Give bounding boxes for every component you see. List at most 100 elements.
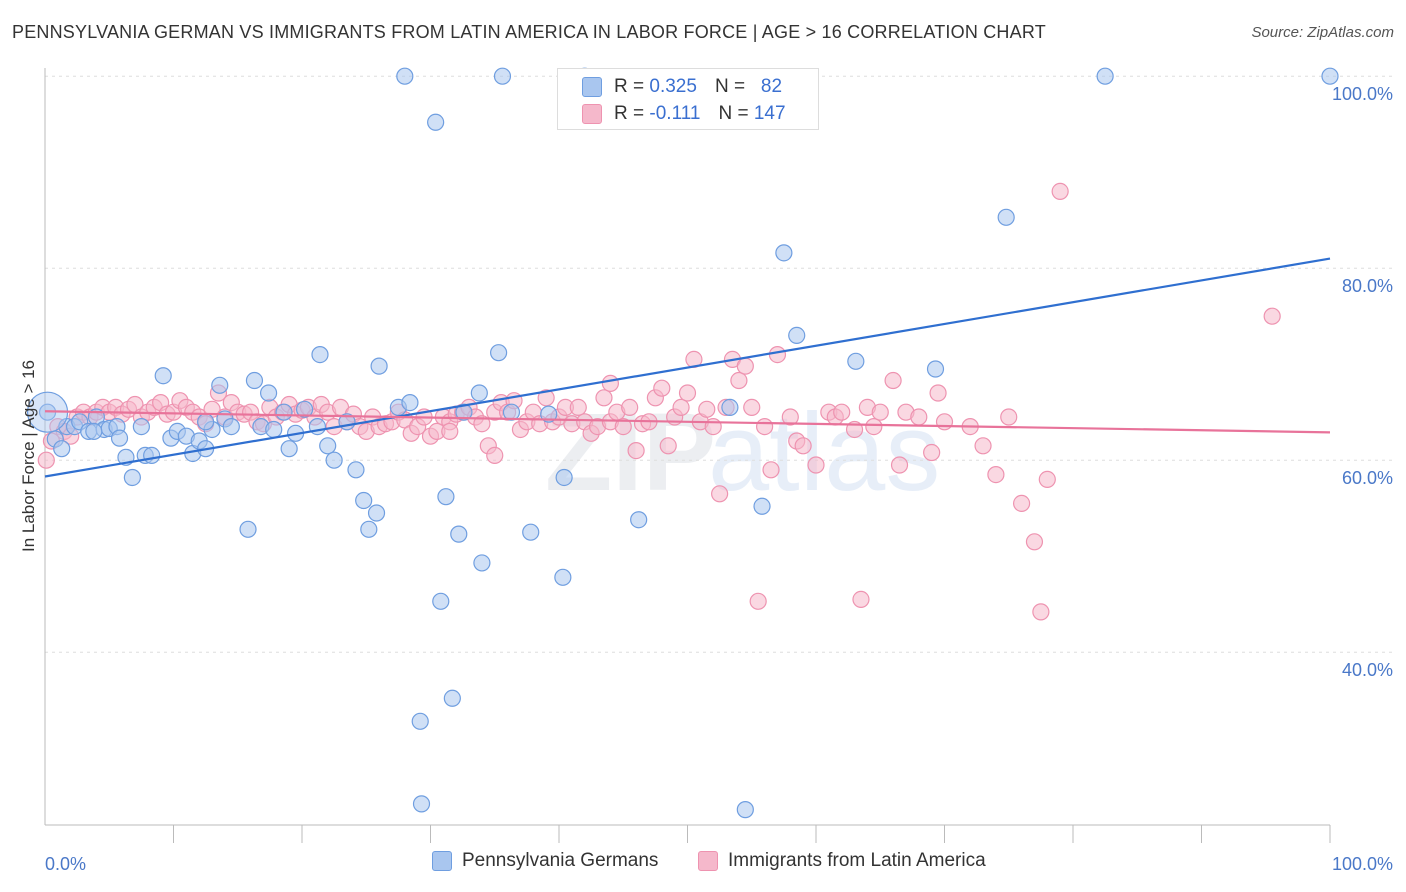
data-point [493, 67, 512, 85]
data-point [450, 525, 468, 543]
stats-row-blue: R = 0.325 N = 82 [582, 74, 782, 100]
data-point [441, 422, 459, 440]
data-point [85, 422, 103, 440]
data-point [245, 371, 264, 390]
data-point [540, 405, 558, 423]
data-point [935, 413, 954, 431]
legend-item-pennsylvania-germans[interactable]: Pennsylvania Germans [432, 850, 658, 872]
x-tick-label: 100.0% [1332, 854, 1393, 874]
data-point [730, 371, 748, 390]
data-point [110, 429, 129, 447]
legend-item-immigrants-latin-america[interactable]: Immigrants from Latin America [698, 850, 986, 872]
data-point [490, 344, 508, 362]
data-point [432, 592, 450, 610]
bottom-legend: Pennsylvania Germans Immigrants from Lat… [0, 850, 1406, 880]
data-point [473, 415, 491, 433]
data-point [1038, 470, 1056, 488]
data-point [997, 208, 1015, 226]
data-point [711, 485, 729, 503]
gridlines [45, 75, 1395, 653]
data-point [884, 371, 902, 390]
stats-n-value: 147 [753, 103, 786, 124]
data-point [659, 437, 677, 455]
data-point [265, 420, 283, 439]
data-point [1032, 603, 1050, 621]
pink-swatch [582, 104, 602, 124]
data-point [522, 523, 540, 541]
data-point [360, 520, 378, 538]
data-point [807, 456, 825, 474]
data-point [847, 352, 865, 370]
data-point [749, 592, 767, 610]
data-point [678, 384, 697, 402]
data-point [736, 801, 754, 819]
data-point [401, 394, 419, 412]
data-point [53, 440, 71, 458]
data-point [753, 497, 771, 515]
data-point [319, 437, 337, 455]
legend-swatch-blue [432, 851, 452, 871]
data-point [502, 403, 521, 421]
trend-line-immigrants-latin-america [44, 410, 1331, 434]
data-point [123, 468, 141, 487]
data-point [211, 376, 229, 394]
data-point [143, 446, 161, 464]
data-point [926, 360, 945, 378]
data-point [601, 374, 620, 392]
data-point [239, 520, 257, 538]
data-point [698, 400, 716, 418]
data-point [427, 113, 445, 131]
data-point [325, 451, 343, 469]
data-point [455, 403, 473, 421]
data-point [788, 326, 806, 344]
legend-label: Pennsylvania Germans [462, 850, 659, 871]
data-point [743, 398, 761, 416]
data-point [890, 456, 909, 474]
data-point [781, 408, 799, 426]
data-point [154, 367, 172, 385]
data-point [614, 418, 632, 436]
data-point [987, 466, 1005, 484]
blue-swatch [582, 77, 602, 97]
y-tick-label: 100.0% [1332, 84, 1393, 104]
y-tick-label: 60.0% [1342, 468, 1393, 488]
stats-r-value: 0.325 [649, 76, 697, 97]
series-pennsylvania-germans [26, 67, 1339, 819]
data-point [1012, 494, 1031, 512]
data-point [355, 491, 373, 510]
data-point [443, 689, 461, 707]
data-point [347, 461, 365, 479]
trend-line-pennsylvania-germans [44, 257, 1331, 478]
data-point [396, 67, 414, 85]
data-point [411, 712, 429, 730]
stats-n-label: N = [714, 76, 746, 97]
data-point [910, 408, 928, 426]
y-tick-label: 40.0% [1342, 660, 1393, 680]
data-point [37, 451, 55, 469]
data-point [974, 437, 992, 455]
stats-n-label: N = [718, 103, 749, 124]
chart-title: PENNSYLVANIA GERMAN VS IMMIGRANTS FROM L… [12, 22, 1046, 42]
data-point [653, 379, 671, 397]
data-point [132, 418, 150, 436]
data-point [871, 403, 889, 421]
data-point [672, 398, 690, 416]
data-point [486, 446, 504, 464]
data-point [1051, 182, 1069, 200]
data-point [1000, 408, 1018, 426]
data-point [621, 398, 639, 416]
stats-r-label: R = [614, 103, 645, 124]
data-point [768, 346, 787, 364]
data-point [555, 468, 573, 487]
stats-n-value: 82 [760, 76, 783, 97]
data-point [929, 384, 947, 402]
data-point [595, 389, 613, 407]
data-point [554, 568, 572, 586]
data-point [923, 443, 941, 462]
data-point [222, 418, 240, 436]
data-point [311, 346, 329, 364]
x-tick-label: 0.0% [45, 854, 86, 874]
legend-label: Immigrants from Latin America [728, 850, 986, 871]
legend-swatch-pink [698, 851, 718, 871]
